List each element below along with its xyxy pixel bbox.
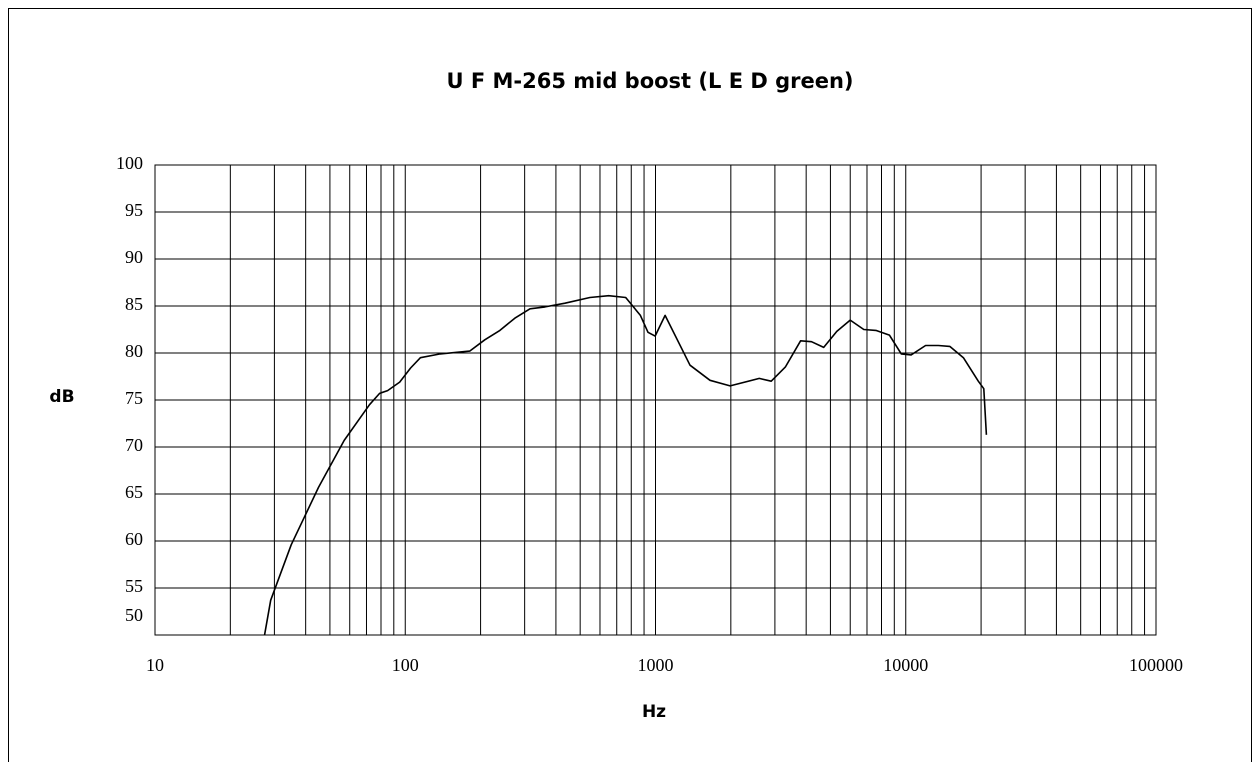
data-line	[263, 294, 988, 635]
x-tick-label: 10000	[883, 655, 928, 675]
y-tick-label: 90	[125, 247, 143, 267]
y-tick-label: 95	[125, 200, 143, 220]
plot-border	[154, 164, 1157, 636]
chart-title: U F M-265 mid boost (L E D green)	[446, 69, 853, 93]
y-tick-label: 55	[125, 576, 143, 596]
y-tick-label: 65	[125, 482, 143, 502]
y-tick-label: 100	[116, 153, 143, 173]
y-axis-label: dB	[49, 387, 74, 407]
x-tick-label: 100	[392, 655, 419, 675]
frame	[8, 8, 1252, 762]
x-tick-label: 10	[146, 655, 164, 675]
y-tick-label: 60	[125, 529, 143, 549]
x-tick-label: 100000	[1129, 655, 1183, 675]
y-tick-label: 85	[125, 294, 143, 314]
y-tick-label: 75	[125, 388, 143, 408]
y-tick-label: 80	[125, 341, 143, 361]
y-tick-label: 50	[125, 605, 143, 625]
x-axis-label: Hz	[642, 702, 666, 722]
y-tick-label: 70	[125, 435, 143, 455]
x-tick-label: 1000	[638, 655, 674, 675]
